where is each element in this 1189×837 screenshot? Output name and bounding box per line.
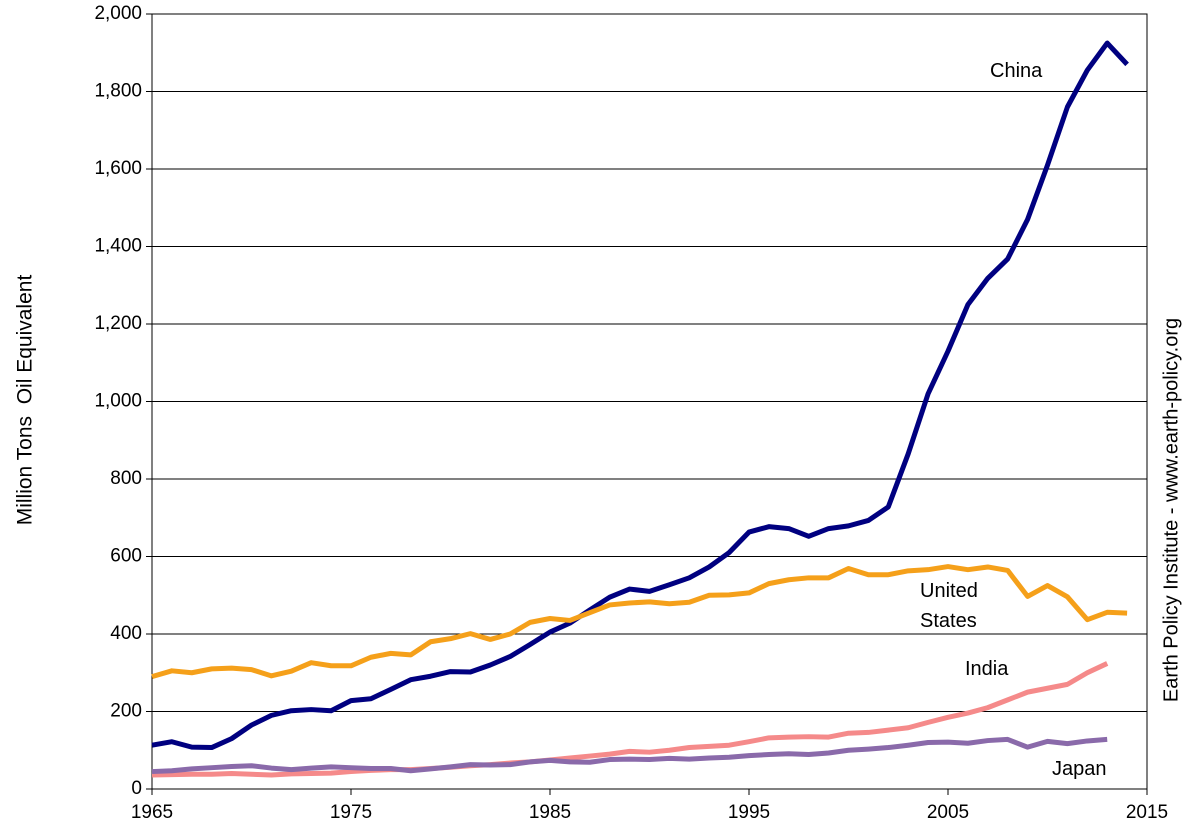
x-tick-label: 1995 (728, 802, 770, 823)
y-tick-label: 1,600 (94, 158, 142, 179)
series-label: United States (920, 580, 978, 632)
series-label: China (990, 60, 1043, 82)
x-tick-label: 1975 (330, 802, 372, 823)
x-tick-label: 2005 (927, 802, 969, 823)
x-tick-label: 2015 (1126, 802, 1168, 823)
source: Earth Policy Institute - www.earth-polic… (1160, 318, 1182, 702)
x-tick-label: 1965 (131, 802, 173, 823)
y-tick-label: 0 (131, 778, 142, 799)
y-tick-label: 200 (110, 701, 142, 722)
series-label: India (965, 658, 1009, 680)
y-tick-label: 2,000 (94, 3, 142, 24)
y-tick-label: 1,800 (94, 81, 142, 102)
series-line (151, 40, 1129, 751)
y-tick-label: 1,400 (94, 236, 142, 257)
plot-frame (151, 13, 1148, 790)
series-line (151, 736, 1108, 775)
series-line (151, 661, 1109, 778)
y-tick-label: 400 (110, 623, 142, 644)
y-tick-label: 600 (110, 546, 142, 567)
y-tick-label: 1,200 (94, 313, 142, 334)
series-line (151, 564, 1128, 680)
y-tick-label: 800 (110, 468, 142, 489)
series-label: Japan (1052, 758, 1107, 780)
y-tick-label: 1,000 (94, 391, 142, 412)
x-tick-label: 1985 (529, 802, 571, 823)
y-axis-label: Million Tons Oil Equivalent (14, 275, 37, 526)
